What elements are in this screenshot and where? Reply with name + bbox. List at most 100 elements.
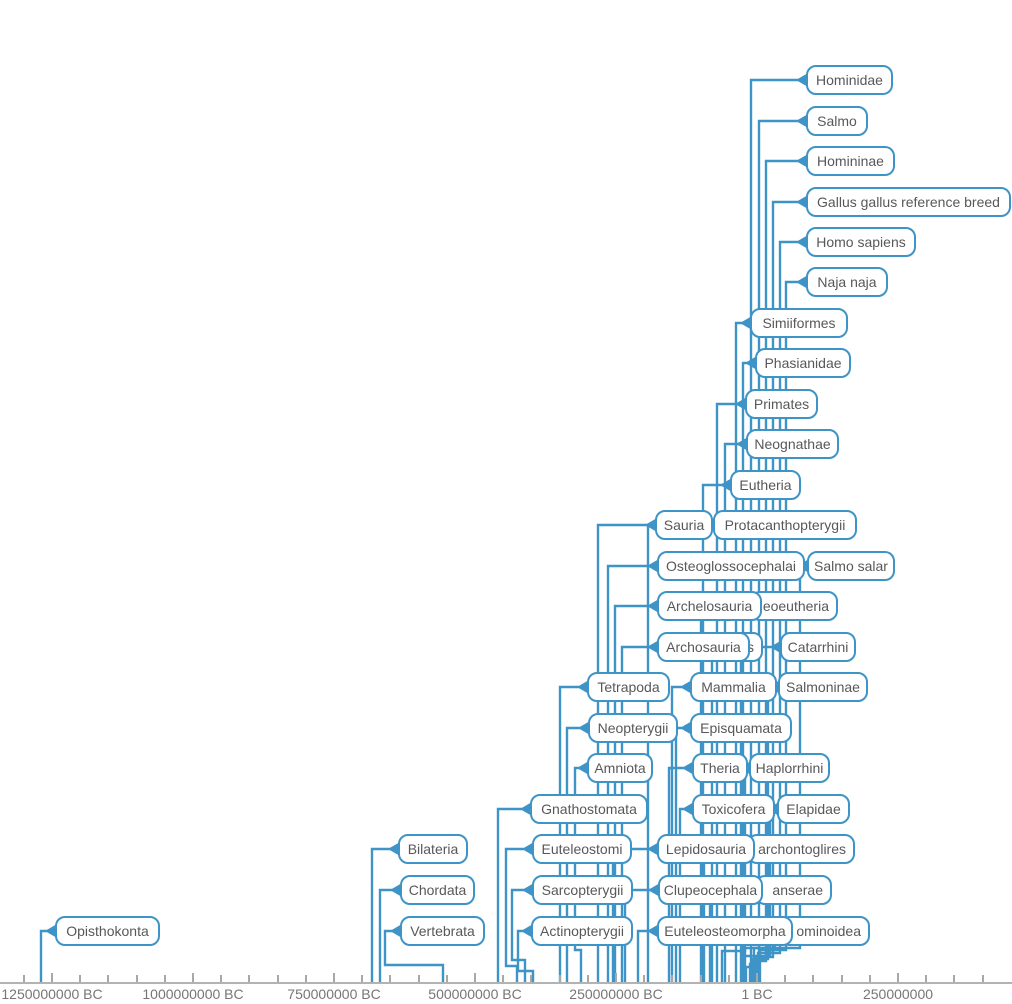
branch-line-opisthokonta	[39, 929, 48, 982]
taxon-node-toxicofera[interactable]: Toxicofera	[692, 794, 775, 824]
minor-tick	[276, 975, 279, 982]
node-arrow-icon	[45, 924, 57, 938]
taxon-node-lepidosauria[interactable]: Lepidosauria	[657, 834, 755, 864]
node-arrow-icon	[645, 518, 657, 532]
taxon-node-simiiformes[interactable]: Simiiformes	[750, 308, 848, 338]
taxon-node-chordata[interactable]: Chordata	[400, 875, 475, 905]
taxon-node-actinopterygii[interactable]: Actinopterygii	[531, 916, 633, 946]
taxon-node-euteleostomi[interactable]: Euteleostomi	[532, 834, 632, 864]
minor-tick	[361, 975, 364, 982]
major-tick	[897, 973, 899, 982]
node-arrow-icon	[390, 924, 402, 938]
axis-tick-label: 1000000000 BC	[142, 986, 244, 1002]
taxon-node-amniota[interactable]: Amniota	[587, 753, 653, 783]
node-arrow-icon	[740, 316, 752, 330]
taxon-node-catarrhini[interactable]: Catarrhini	[780, 632, 856, 662]
taxon-node-homininae[interactable]: Homininae	[806, 146, 895, 176]
taxon-node-neopterygii[interactable]: Neopterygii	[588, 713, 678, 743]
branch-line-homo-sapiens	[756, 240, 799, 982]
taxon-node-archosauria[interactable]: Archosauria	[657, 632, 750, 662]
taxon-node-eutheria[interactable]: Eutheria	[730, 470, 801, 500]
minor-tick	[925, 975, 928, 982]
minor-tick	[840, 975, 843, 982]
taxon-node-opisthokonta[interactable]: Opisthokonta	[55, 916, 160, 946]
taxon-node-salmo[interactable]: Salmo	[806, 106, 868, 136]
minor-tick	[699, 975, 702, 982]
branch-line-primates	[715, 402, 738, 982]
branch-line-archosauria	[620, 645, 650, 982]
taxon-node-gallus-gallus-reference-breed[interactable]: Gallus gallus reference breed	[806, 187, 1011, 217]
major-tick	[615, 973, 617, 982]
taxon-node-protacanthopterygii[interactable]: Protacanthopterygii	[713, 510, 857, 540]
node-arrow-icon	[680, 680, 692, 694]
node-arrow-icon	[521, 924, 533, 938]
minor-tick	[868, 975, 871, 982]
taxon-node-naja-naja[interactable]: Naja naja	[806, 267, 888, 297]
taxon-node-theria[interactable]: Theria	[692, 753, 748, 783]
node-arrow-icon	[796, 114, 808, 128]
axis-tick-label: 500000000 BC	[428, 986, 522, 1002]
taxon-node-sarcopterygii[interactable]: Sarcopterygii	[532, 875, 633, 905]
taxon-node-gnathostomata[interactable]: Gnathostomata	[530, 794, 648, 824]
branch-line-theria	[667, 766, 685, 982]
minor-tick	[502, 975, 505, 982]
taxon-node-osteoglossocephalai[interactable]: Osteoglossocephalai	[657, 551, 805, 581]
node-arrow-icon	[796, 154, 808, 168]
node-arrow-icon	[682, 802, 694, 816]
taxon-node-hominidae[interactable]: Hominidae	[806, 65, 893, 95]
node-arrow-icon	[577, 761, 589, 775]
branch-line-naja-naja	[758, 280, 799, 982]
node-arrow-icon	[577, 680, 589, 694]
taxon-node-vertebrata[interactable]: Vertebrata	[400, 916, 485, 946]
major-tick	[756, 973, 758, 982]
node-arrow-icon	[736, 437, 748, 451]
minor-tick	[107, 975, 110, 982]
taxon-node-ominoidea[interactable]: ominoidea	[780, 916, 870, 946]
branch-line-vertebrata	[383, 929, 445, 982]
taxon-node-neognathae[interactable]: Neognathae	[746, 429, 839, 459]
taxon-node-eoeutheria[interactable]: eoeutheria	[750, 591, 838, 621]
taxon-node-sauria[interactable]: Sauria	[655, 510, 713, 540]
branch-line-sauria	[596, 523, 648, 982]
branch-line-amniota	[573, 766, 583, 982]
branch-line-euteleostomi	[504, 847, 525, 982]
major-tick	[474, 973, 476, 982]
node-arrow-icon	[796, 275, 808, 289]
node-arrow-icon	[796, 73, 808, 87]
taxon-node-archelosauria[interactable]: Archelosauria	[657, 591, 762, 621]
minor-tick	[558, 975, 561, 982]
taxon-node-primates[interactable]: Primates	[745, 389, 818, 419]
branch-line-chordata	[378, 888, 393, 982]
taxon-node-elapidae[interactable]: Elapidae	[777, 794, 850, 824]
taxon-node-bilateria[interactable]: Bilateria	[398, 834, 468, 864]
node-arrow-icon	[682, 761, 694, 775]
node-arrow-icon	[647, 842, 659, 856]
minor-tick	[248, 975, 251, 982]
taxon-node-euteleosteomorpha[interactable]: Euteleosteomorpha	[657, 916, 793, 946]
node-arrow-icon	[522, 842, 534, 856]
major-tick	[192, 973, 194, 982]
taxon-node-tetrapoda[interactable]: Tetrapoda	[587, 672, 670, 702]
node-arrow-icon	[390, 883, 402, 897]
node-arrow-icon	[578, 721, 590, 735]
taxon-node-haplorrhini[interactable]: Haplorrhini	[749, 753, 830, 783]
taxon-node-homo-sapiens[interactable]: Homo sapiens	[806, 227, 916, 257]
minor-tick	[530, 975, 533, 982]
axis-tick-label: 1250000000 BC	[1, 986, 103, 1002]
node-arrow-icon	[796, 195, 808, 209]
node-arrow-icon	[745, 356, 757, 370]
node-arrow-icon	[770, 640, 782, 654]
node-arrow-icon	[522, 883, 534, 897]
taxon-node-clupeocephala[interactable]: Clupeocephala	[658, 875, 763, 905]
minor-tick	[812, 975, 815, 982]
node-arrow-icon	[647, 559, 659, 573]
minor-tick	[389, 975, 392, 982]
taxon-node-mammalia[interactable]: Mammalia	[690, 672, 777, 702]
taxon-node-salmoninae[interactable]: Salmoninae	[778, 672, 868, 702]
taxon-node-anserae[interactable]: anserae	[755, 875, 832, 905]
taxon-node-phasianidae[interactable]: Phasianidae	[755, 348, 851, 378]
taxon-node-archontoglires[interactable]: archontoglires	[747, 834, 855, 864]
taxon-node-episquamata[interactable]: Episquamata	[690, 713, 792, 743]
minor-tick	[784, 975, 787, 982]
taxon-node-salmo-salar[interactable]: Salmo salar	[807, 551, 895, 581]
